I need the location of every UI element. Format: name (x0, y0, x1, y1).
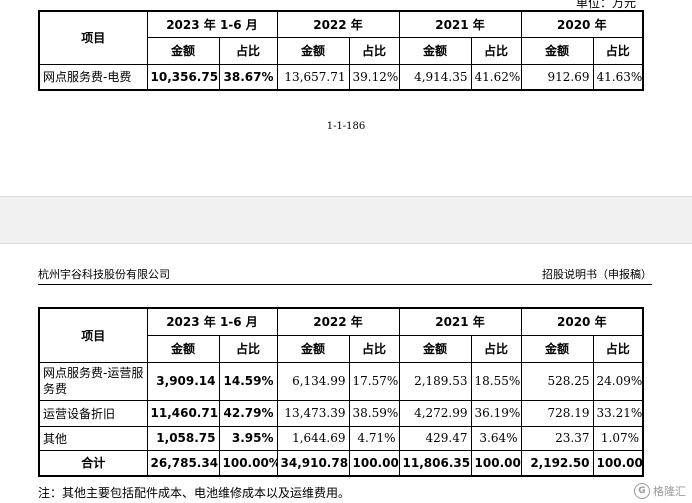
cell-value: 17.57% (348, 361, 400, 401)
top-page: 单位：万元 项目 2023 年 1-6 月 2022 年 2021 年 2020… (0, 0, 692, 196)
cell-value: 24.09% (592, 361, 644, 401)
page-gap (0, 196, 692, 244)
total-value: 2,192.50 (520, 449, 594, 477)
document-title: 招股说明书（申报稿） (542, 268, 652, 281)
cell-value: 2,189.53 (398, 361, 472, 401)
table-row: 网点服务费-电费 10,356.75 38.67% 13,657.71 39.1… (38, 63, 644, 91)
watermark: G 格隆汇 (634, 483, 686, 499)
period-header: 2021 年 (398, 10, 522, 38)
ratio-header: 占比 (348, 36, 400, 65)
total-label: 合计 (38, 449, 148, 477)
table-row: 网点服务费-运营服务费 3,909.14 14.59% 6,134.99 17.… (38, 361, 644, 401)
cell-value: 11,460.71 (146, 399, 220, 427)
period-header: 2023 年 1-6 月 (146, 10, 278, 38)
cell-value: 10,356.75 (146, 63, 220, 91)
table-note: 注：其他主要包括配件成本、电池维修成本以及运维费用。 (38, 486, 351, 500)
cell-value: 4,914.35 (398, 63, 472, 91)
total-row: 合计 26,785.34 100.00% 34,910.78 100.00% 1… (38, 449, 644, 477)
cell-value: 39.12% (348, 63, 400, 91)
cell-value: 3.95% (218, 425, 278, 451)
ratio-header: 占比 (592, 36, 644, 65)
bottom-cost-table: 项目 2023 年 1-6 月 2022 年 2021 年 2020 年 金额 … (38, 307, 645, 477)
total-value: 100.00% (592, 449, 644, 477)
row-label: 其他 (38, 425, 148, 451)
ratio-header: 占比 (348, 334, 400, 363)
page-number: 1-1-186 (326, 121, 366, 132)
total-value: 100.00% (348, 449, 400, 477)
ratio-header: 占比 (470, 36, 522, 65)
amount-header: 金额 (276, 334, 350, 363)
total-value: 100.00% (218, 449, 278, 477)
company-name: 杭州宇谷科技股份有限公司 (38, 268, 170, 281)
cell-value: 429.47 (398, 425, 472, 451)
period-header: 2020 年 (520, 10, 644, 38)
ratio-header: 占比 (218, 334, 278, 363)
cell-value: 6,134.99 (276, 361, 350, 401)
ratio-header: 占比 (218, 36, 278, 65)
item-header: 项目 (38, 10, 148, 65)
amount-header: 金额 (520, 36, 594, 65)
watermark-logo-icon: G (634, 483, 650, 499)
cell-value: 13,657.71 (276, 63, 350, 91)
cell-value: 41.62% (470, 63, 522, 91)
period-header: 2022 年 (276, 10, 400, 38)
cell-value: 42.79% (218, 399, 278, 427)
cell-value: 41.63% (592, 63, 644, 91)
cell-value: 3.64% (470, 425, 522, 451)
period-header: 2023 年 1-6 月 (146, 307, 278, 336)
amount-header: 金额 (398, 334, 472, 363)
item-header: 项目 (38, 307, 148, 363)
unit-label: 单位：万元 (575, 0, 636, 10)
table-row: 运营设备折旧 11,460.71 42.79% 13,473.39 38.59%… (38, 399, 644, 427)
total-value: 11,806.35 (398, 449, 472, 477)
row-label: 运营设备折旧 (38, 399, 148, 427)
amount-header: 金额 (276, 36, 350, 65)
cell-value: 728.19 (520, 399, 594, 427)
amount-header: 金额 (146, 36, 220, 65)
total-value: 26,785.34 (146, 449, 220, 477)
cell-value: 38.67% (218, 63, 278, 91)
amount-header: 金额 (146, 334, 220, 363)
cell-value: 1.07% (592, 425, 644, 451)
row-label: 网点服务费-电费 (38, 63, 148, 91)
cell-value: 1,058.75 (146, 425, 220, 451)
period-header: 2022 年 (276, 307, 400, 336)
cell-value: 912.69 (520, 63, 594, 91)
total-value: 100.00% (470, 449, 522, 477)
period-header: 2021 年 (398, 307, 522, 336)
ratio-header: 占比 (470, 334, 522, 363)
cell-value: 1,644.69 (276, 425, 350, 451)
cell-value: 528.25 (520, 361, 594, 401)
table-row: 其他 1,058.75 3.95% 1,644.69 4.71% 429.47 … (38, 425, 644, 451)
cell-value: 23.37 (520, 425, 594, 451)
cell-value: 38.59% (348, 399, 400, 427)
row-label: 网点服务费-运营服务费 (38, 361, 148, 401)
cell-value: 36.19% (470, 399, 522, 427)
cell-value: 3,909.14 (146, 361, 220, 401)
watermark-text: 格隆汇 (653, 485, 686, 498)
cell-value: 4.71% (348, 425, 400, 451)
ratio-header: 占比 (592, 334, 644, 363)
document-header: 杭州宇谷科技股份有限公司 招股说明书（申报稿） (38, 266, 652, 285)
cell-value: 14.59% (218, 361, 278, 401)
cell-value: 4,272.99 (398, 399, 472, 427)
period-header: 2020 年 (520, 307, 644, 336)
total-value: 34,910.78 (276, 449, 350, 477)
cell-value: 13,473.39 (276, 399, 350, 427)
cell-value: 33.21% (592, 399, 644, 427)
top-cost-table: 项目 2023 年 1-6 月 2022 年 2021 年 2020 年 金额 … (38, 10, 645, 91)
amount-header: 金额 (520, 334, 594, 363)
amount-header: 金额 (398, 36, 472, 65)
cell-value: 18.55% (470, 361, 522, 401)
